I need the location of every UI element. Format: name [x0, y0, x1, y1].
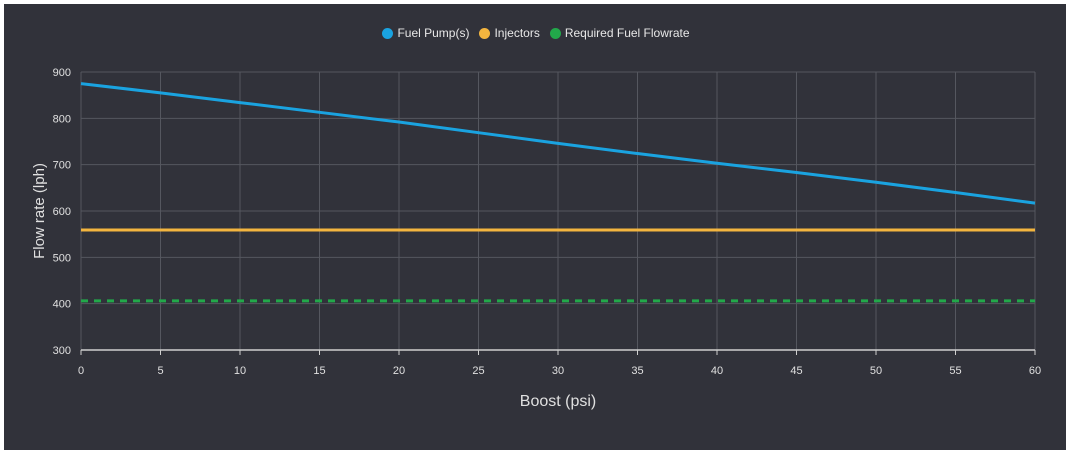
- y-tick-label: 500: [53, 252, 71, 264]
- x-tick-label: 45: [790, 365, 802, 377]
- x-tick-label: 35: [631, 365, 643, 377]
- x-tick-label: 0: [78, 365, 84, 377]
- x-tick-label: 20: [393, 365, 405, 377]
- chart-panel: [4, 4, 1066, 450]
- y-tick-label: 300: [53, 345, 71, 357]
- x-tick-label: 5: [157, 365, 163, 377]
- legend-dot-icon: [479, 27, 491, 39]
- y-tick-label: 600: [53, 206, 71, 218]
- x-tick-label: 55: [949, 365, 961, 377]
- legend-item[interactable]: Fuel Pump(s): [382, 26, 469, 40]
- y-tick-label: 800: [53, 113, 71, 125]
- x-tick-label: 10: [234, 365, 246, 377]
- x-tick-label: 40: [711, 365, 723, 377]
- legend-dot-icon: [549, 27, 561, 39]
- legend-item[interactable]: Injectors: [479, 26, 540, 40]
- legend: Fuel Pump(s) Injectors Required Fuel Flowr…: [0, 26, 1072, 40]
- x-tick-label: 50: [870, 365, 882, 377]
- legend-dot-icon: [382, 27, 394, 39]
- y-tick-label: 700: [53, 160, 71, 172]
- y-tick-label: 400: [53, 299, 71, 311]
- legend-label: Injectors: [494, 26, 540, 40]
- y-tick-label: 900: [53, 67, 71, 79]
- x-tick-label: 25: [472, 365, 484, 377]
- series-line-fuel-pump-s-: [80, 82, 1036, 205]
- y-axis-title: Flow rate (lph): [31, 163, 48, 259]
- legend-item[interactable]: Required Fuel Flowrate: [549, 26, 690, 40]
- legend-label: Fuel Pump(s): [397, 26, 470, 40]
- x-tick-label: 30: [552, 365, 564, 377]
- legend-label: Required Fuel Flowrate: [564, 26, 690, 40]
- x-axis-title: Boost (psi): [520, 393, 596, 410]
- x-tick-label: 15: [313, 365, 325, 377]
- x-tick-label: 60: [1029, 365, 1041, 377]
